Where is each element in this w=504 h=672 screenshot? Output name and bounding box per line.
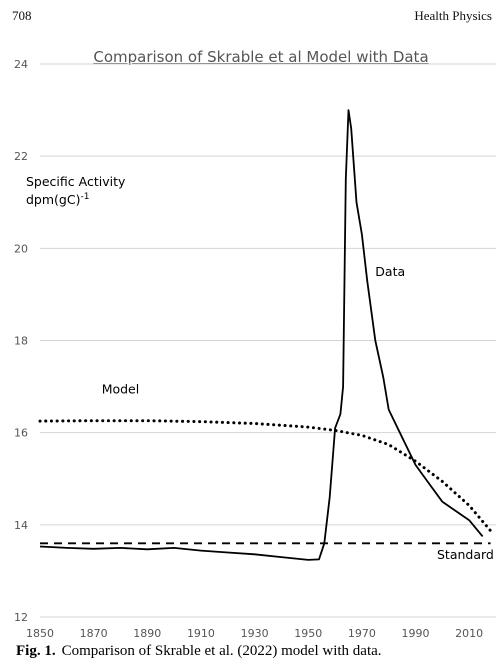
x-tick-label-1990: 1990 xyxy=(402,627,430,640)
series-labels: Data Model Standard xyxy=(102,264,494,562)
gridlines xyxy=(40,63,496,618)
y-axis-label-line2: dpm(gC) xyxy=(26,192,80,207)
y-tick-labels: 12 14 16 18 20 22 24 xyxy=(14,58,28,624)
y-tick-label-20: 20 xyxy=(14,242,28,255)
figure-caption-text: Comparison of Skrable et al. (2022) mode… xyxy=(61,643,382,659)
x-tick-label-2010: 2010 xyxy=(455,627,483,640)
x-tick-label-1850: 1850 xyxy=(26,627,54,640)
x-tick-labels: 1850 1870 1890 1910 1930 1950 1970 1990 2010 xyxy=(26,627,483,640)
y-tick-label-22: 22 xyxy=(14,150,28,163)
chart-title: Comparison of Skrable et al Model with D… xyxy=(93,48,428,66)
figure-caption-label: Fig. 1. xyxy=(16,643,56,659)
x-tick-label-1950: 1950 xyxy=(294,627,322,640)
y-tick-label-16: 16 xyxy=(14,427,28,440)
y-axis-label-line1: Specific Activity xyxy=(26,174,126,189)
series-label-data: Data xyxy=(375,264,405,279)
series-label-model: Model xyxy=(102,381,140,396)
y-axis-label-sup: -1 xyxy=(80,192,89,202)
x-tick-label-1910: 1910 xyxy=(187,627,215,640)
series-line-data xyxy=(39,109,484,561)
series-line-model xyxy=(38,419,493,533)
x-tick-label-1970: 1970 xyxy=(348,627,376,640)
y-axis-label: Specific Activity dpm(gC)-1 xyxy=(26,174,129,207)
y-tick-label-12: 12 xyxy=(14,611,28,624)
x-tick-label-1930: 1930 xyxy=(241,627,269,640)
x-tick-label-1870: 1870 xyxy=(80,627,108,640)
figure-caption: Fig. 1. Comparison of Skrable et al. (202… xyxy=(16,643,382,660)
chart: Comparison of Skrable et al Model with D… xyxy=(14,48,496,640)
y-tick-label-14: 14 xyxy=(14,519,28,532)
series-label-standard: Standard xyxy=(437,547,494,562)
x-tick-label-1890: 1890 xyxy=(133,627,161,640)
y-tick-label-24: 24 xyxy=(14,58,28,71)
page-number: 708 xyxy=(12,8,32,23)
y-tick-label-18: 18 xyxy=(14,335,28,348)
series-layer xyxy=(38,109,493,561)
journal-name: Health Physics xyxy=(414,8,492,23)
